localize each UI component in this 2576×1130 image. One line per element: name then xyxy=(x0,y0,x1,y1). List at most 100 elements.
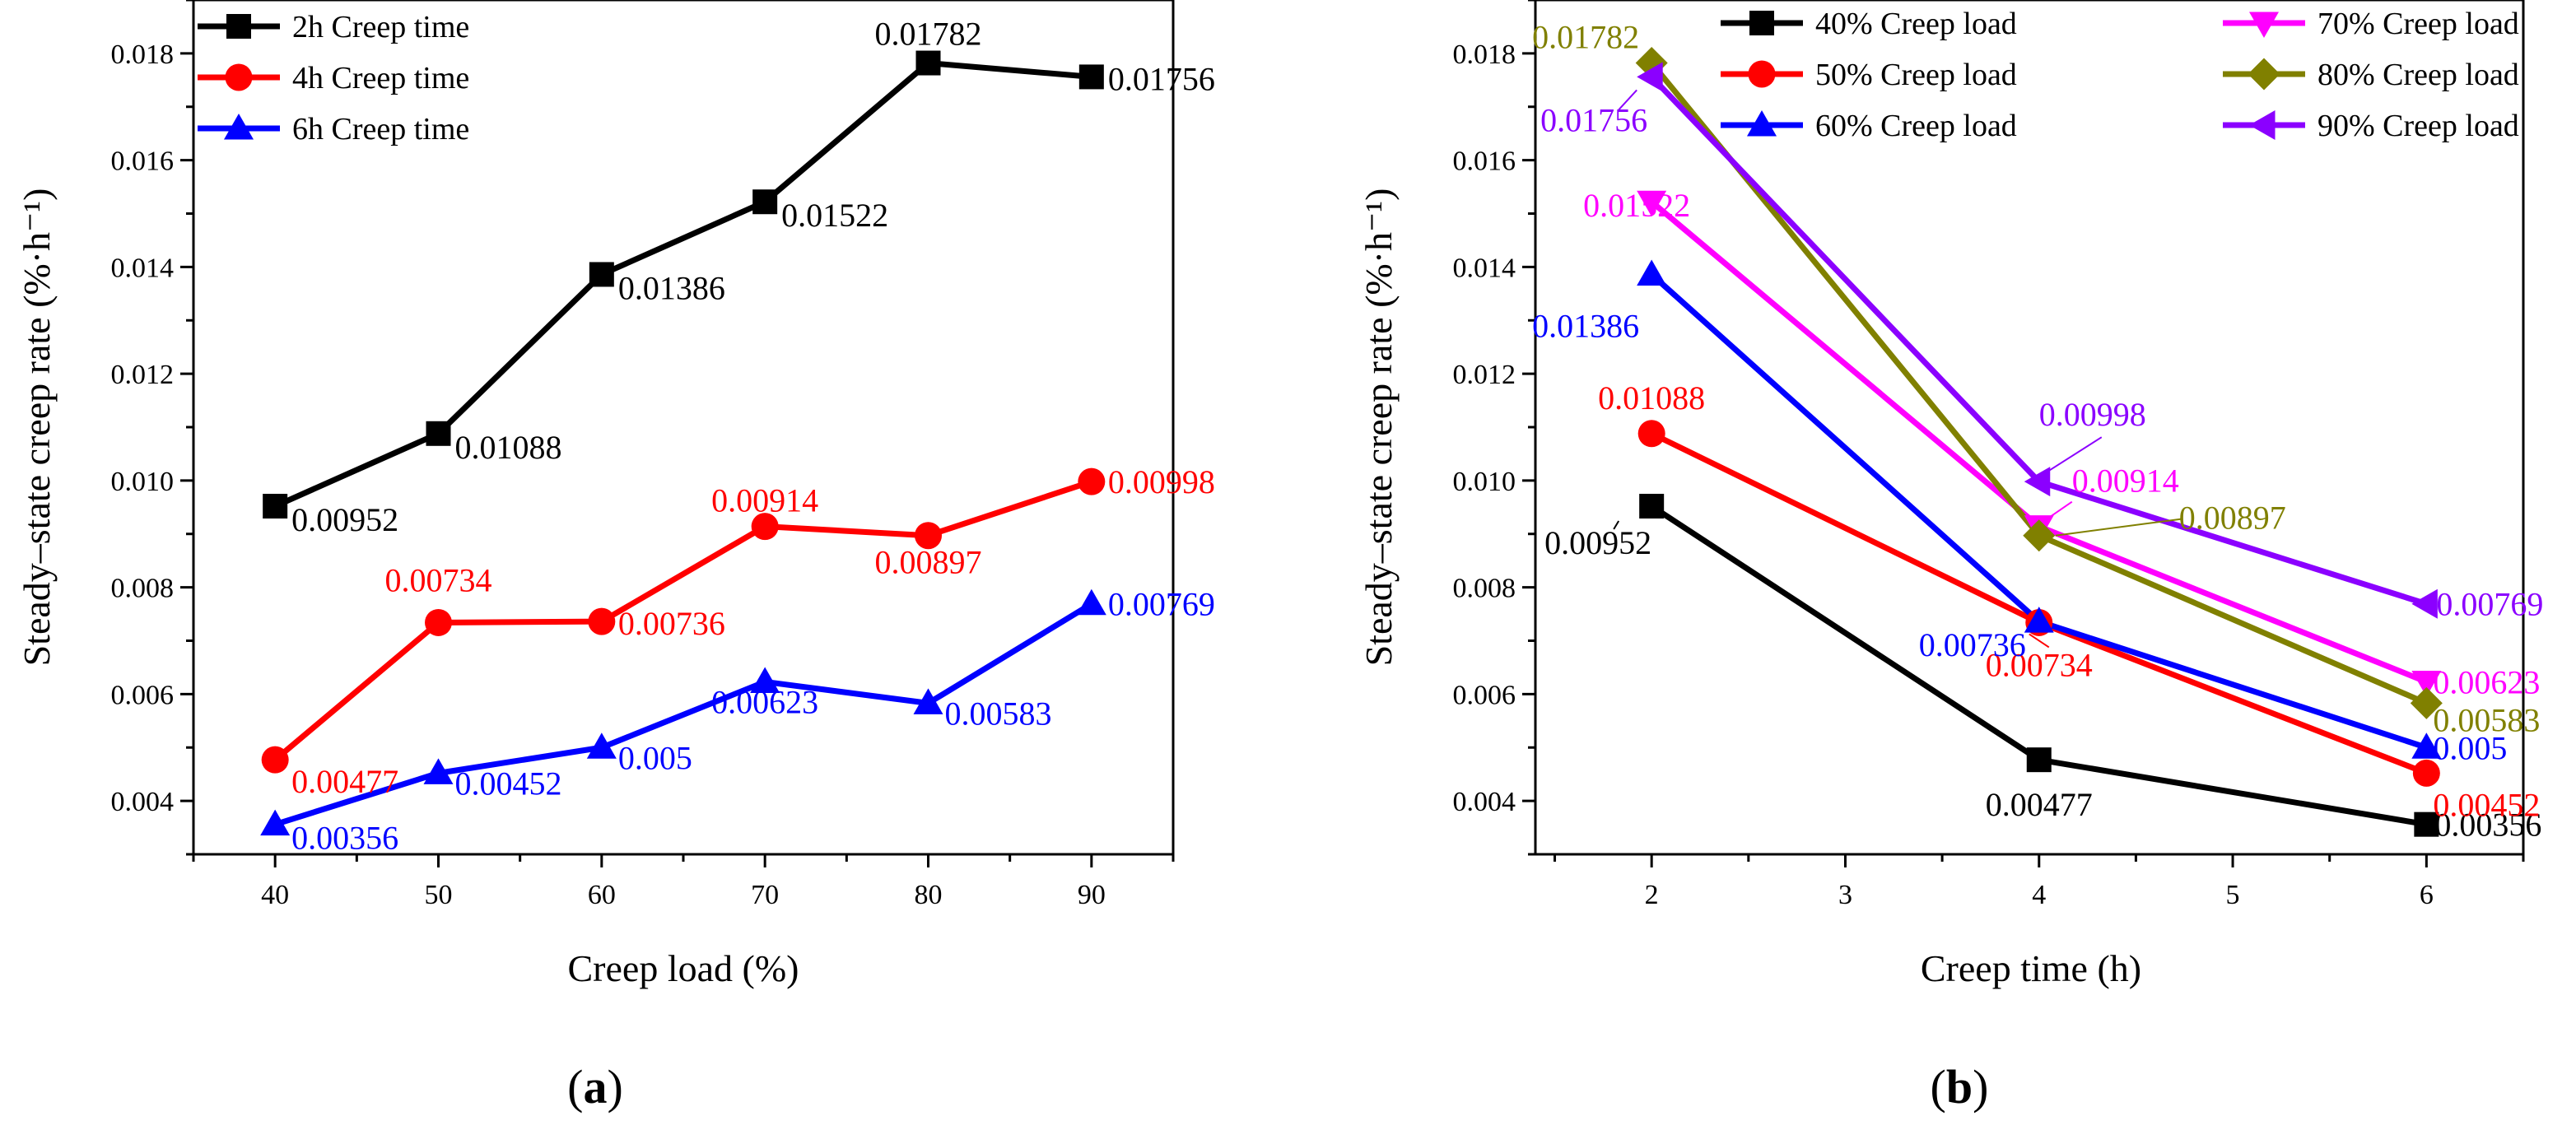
chart-a-point-s2-4 xyxy=(751,513,779,541)
chart-a-series-line-1 xyxy=(273,60,1092,509)
chart-a-x-tick-label: 90 xyxy=(1078,880,1106,910)
chart-b-data-label: 0.00452 xyxy=(2433,786,2540,823)
chart-b-point-s1-1 xyxy=(1639,494,1665,519)
chart-a-point-s2-1 xyxy=(261,746,289,774)
chart-b-data-label: 0.01386 xyxy=(1532,307,1639,344)
chart-a-data-label: 0.00452 xyxy=(455,765,562,802)
chart-b-point-s5-3 xyxy=(2410,686,2443,719)
chart-b-y-tick-label: 0.018 xyxy=(1453,40,1516,70)
chart-a-point-s3-5 xyxy=(913,688,943,714)
chart-b-label-leader xyxy=(2055,518,2181,537)
chart-b-data-label: 0.01782 xyxy=(1532,19,1639,56)
chart-a-legend-marker-2 xyxy=(225,63,253,91)
chart-a-legend-marker-3 xyxy=(224,114,254,140)
chart-b-y-tick-label: 0.004 xyxy=(1453,787,1516,817)
chart-a-legend-label-1: 2h Creep time xyxy=(292,10,469,44)
chart-a-point-s2-3 xyxy=(588,607,616,635)
chart-b-data-label: 0.00623 xyxy=(2433,663,2540,700)
chart-a-series-line-2 xyxy=(273,478,1092,762)
chart-a-series xyxy=(260,50,1106,836)
chart-b-x-axis: 2 3 4 5 6 xyxy=(1554,854,2525,910)
chart-b-y-tick-label: 0.010 xyxy=(1453,467,1516,497)
chart-a-y-axis: 0.004 0.006 0.008 0.010 0.012 0.014 0.016 0.018 xyxy=(111,0,193,856)
chart-b-data-label: 0.00914 xyxy=(2072,463,2179,500)
chart-a-data-label: 0.005 xyxy=(618,739,692,776)
chart-b-point-s6-3 xyxy=(2411,588,2438,619)
chart-a-data-label: 0.00736 xyxy=(618,605,725,642)
chart-b-legend-label-1: 40% Creep load xyxy=(1815,7,2017,41)
chart-b-point-s5-2 xyxy=(2023,519,2056,552)
chart-a-data-label: 0.01386 xyxy=(618,269,725,306)
chart-b-data-label: 0.00736 xyxy=(1919,626,2026,663)
chart-a-series-line-3 xyxy=(274,601,1093,828)
chart-b-legend-marker-2 xyxy=(1748,60,1776,88)
chart-b-y-axis: 0.004 0.006 0.008 0.010 0.012 0.014 0.016 0.018 xyxy=(1453,0,1535,856)
chart-a-point-s3-6 xyxy=(1076,588,1106,616)
chart-a-data-label: 0.00623 xyxy=(711,683,818,720)
chart-a-y-tick-label: 0.008 xyxy=(111,574,175,604)
chart-a-point-s3-1 xyxy=(260,809,291,836)
chart-b-legend-label-4: 70% Creep load xyxy=(2317,7,2519,41)
chart-a-legend-marker-1 xyxy=(226,14,251,39)
chart-b-data-label: 0.00734 xyxy=(1986,646,2093,683)
chart-b-x-tick-label: 3 xyxy=(1838,880,1852,910)
chart-b-data-label: 0.005 xyxy=(2433,729,2507,766)
chart-b-x-axis-title: Creep time (h) xyxy=(1921,947,2141,989)
chart-a-point-s1-2 xyxy=(426,421,451,446)
chart-a-data-label: 0.00583 xyxy=(945,695,1052,732)
chart-b-label-leader xyxy=(2047,436,2103,473)
chart-b-legend-label-2: 50% Creep load xyxy=(1815,58,2017,92)
chart-a-y-axis-title: Steady–state creep rate (%·h⁻¹) xyxy=(16,188,58,667)
chart-a-point-s3-3 xyxy=(586,732,617,759)
chart-b-legend-marker-4 xyxy=(2249,12,2279,38)
chart-b-x-tick-label: 5 xyxy=(2226,880,2240,910)
chart-b-point-s4-3 xyxy=(2411,670,2442,697)
chart-a-x-axis: 40 50 60 70 80 90 xyxy=(192,854,1175,910)
chart-b-point-s1-2 xyxy=(2026,747,2052,773)
chart-a-y-tick-label: 0.006 xyxy=(111,680,175,710)
chart-b-y-tick-label: 0.006 xyxy=(1453,680,1516,710)
chart-a-data-label: 0.00897 xyxy=(875,544,982,581)
chart-a-x-tick-label: 70 xyxy=(751,880,779,910)
chart-a-x-tick-label: 50 xyxy=(425,880,453,910)
chart-b-point-s3-3 xyxy=(2411,732,2442,759)
chart-b-point-s6-1 xyxy=(1637,62,1663,92)
chart-b-label-leader xyxy=(1618,89,1637,111)
chart-a-x-tick-label: 80 xyxy=(915,880,943,910)
chart-a-data-label: 0.01522 xyxy=(781,197,888,234)
chart-b-panel-label: (b) xyxy=(1931,1060,1989,1114)
chart-b-y-tick-label: 0.014 xyxy=(1453,253,1516,283)
chart-a-legend-label-2: 4h Creep time xyxy=(292,61,469,95)
chart-b-point-s2-1 xyxy=(1637,420,1665,448)
chart-b-point-s2-3 xyxy=(2412,759,2440,787)
chart-a-data-label: 0.00734 xyxy=(385,561,492,598)
chart-b-data-label: 0.00769 xyxy=(2436,586,2543,623)
chart-b-data-label: 0.00477 xyxy=(1986,786,2093,823)
chart-a-data-label: 0.00914 xyxy=(711,482,818,519)
chart-b-label-leader xyxy=(1613,520,1620,530)
chart-b-data-label: 0.01522 xyxy=(1583,187,1690,224)
chart-a-point-s1-5 xyxy=(915,50,941,76)
chart-a-point-s3-2 xyxy=(423,758,454,784)
chart-b-legend-label-3: 60% Creep load xyxy=(1815,109,2017,143)
chart-b-point-s1-3 xyxy=(2414,811,2439,837)
chart-b-legend-marker-1 xyxy=(1749,11,1774,35)
chart-a-point-s3-4 xyxy=(750,667,780,693)
chart-a: 0.004 0.006 0.008 0.010 0.012 0.014 0.016 0.018… xyxy=(16,0,1215,1114)
chart-a-y-tick-label: 0.010 xyxy=(111,467,175,497)
chart-b-y-tick-label: 0.008 xyxy=(1453,574,1516,604)
chart-b-data-label: 0.00583 xyxy=(2433,701,2540,738)
chart-a-point-s2-5 xyxy=(915,522,942,550)
chart-b-x-tick-label: 4 xyxy=(2032,880,2046,910)
chart-a-point-s1-3 xyxy=(589,262,614,287)
chart-a-data-labels: 0.00952 0.01088 0.01386 0.01522 0.01782 0.017… xyxy=(291,16,1215,857)
chart-b-legend-marker-5 xyxy=(2248,58,2280,91)
chart-a-point-s1-4 xyxy=(752,189,778,215)
chart-a-y-tick-label: 0.014 xyxy=(111,253,175,283)
chart-a-legend-label-3: 6h Creep time xyxy=(292,112,469,146)
chart-a-x-tick-label: 60 xyxy=(588,880,616,910)
chart-b-legend: 40% Creep load 50% Creep load 60% Creep lo… xyxy=(1721,7,2519,143)
chart-b-y-tick-label: 0.012 xyxy=(1453,360,1516,390)
chart-b-x-tick-label: 6 xyxy=(2420,880,2434,910)
